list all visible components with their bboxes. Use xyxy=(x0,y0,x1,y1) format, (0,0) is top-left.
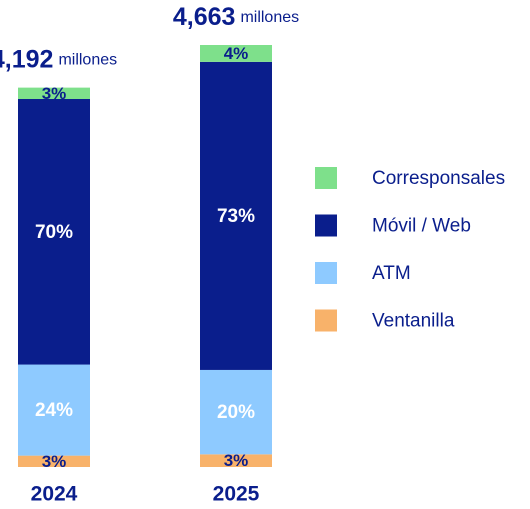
legend-swatch xyxy=(315,167,337,189)
total-unit: millones xyxy=(58,52,117,69)
value-label: 73% xyxy=(217,206,255,227)
value-label: 4% xyxy=(224,44,249,63)
value-label: 3% xyxy=(224,451,249,470)
bar-segment xyxy=(200,61,272,370)
legend-label: Corresponsales xyxy=(372,168,505,189)
total-label: 4,663 millones xyxy=(173,3,299,31)
bar-segment xyxy=(200,454,272,467)
value-label: 3% xyxy=(42,84,67,103)
legend-swatch xyxy=(315,309,337,332)
bar-segment xyxy=(18,455,90,467)
total-value: 4,663 xyxy=(173,3,236,31)
value-label: 70% xyxy=(35,222,73,243)
bar-segment xyxy=(200,369,272,455)
bar-segment xyxy=(18,364,90,456)
total-unit: millones xyxy=(240,9,299,26)
legend-swatch xyxy=(315,262,337,284)
bar-segment xyxy=(200,45,272,62)
value-label: 20% xyxy=(217,402,255,423)
x-tick-label: 2024 xyxy=(31,483,78,506)
legend-label: Móvil / Web xyxy=(372,216,471,237)
legend-label: Ventanilla xyxy=(372,311,455,332)
legend-label: ATM xyxy=(372,263,411,284)
bar-segment xyxy=(18,99,90,365)
bar-segment xyxy=(18,87,90,100)
value-label: 3% xyxy=(42,452,67,471)
total-label: 4,192 millones xyxy=(0,45,117,73)
x-tick-label: 2025 xyxy=(213,483,260,506)
total-value: 4,192 xyxy=(0,45,53,73)
legend-swatch xyxy=(315,214,337,237)
value-label: 24% xyxy=(35,400,73,421)
